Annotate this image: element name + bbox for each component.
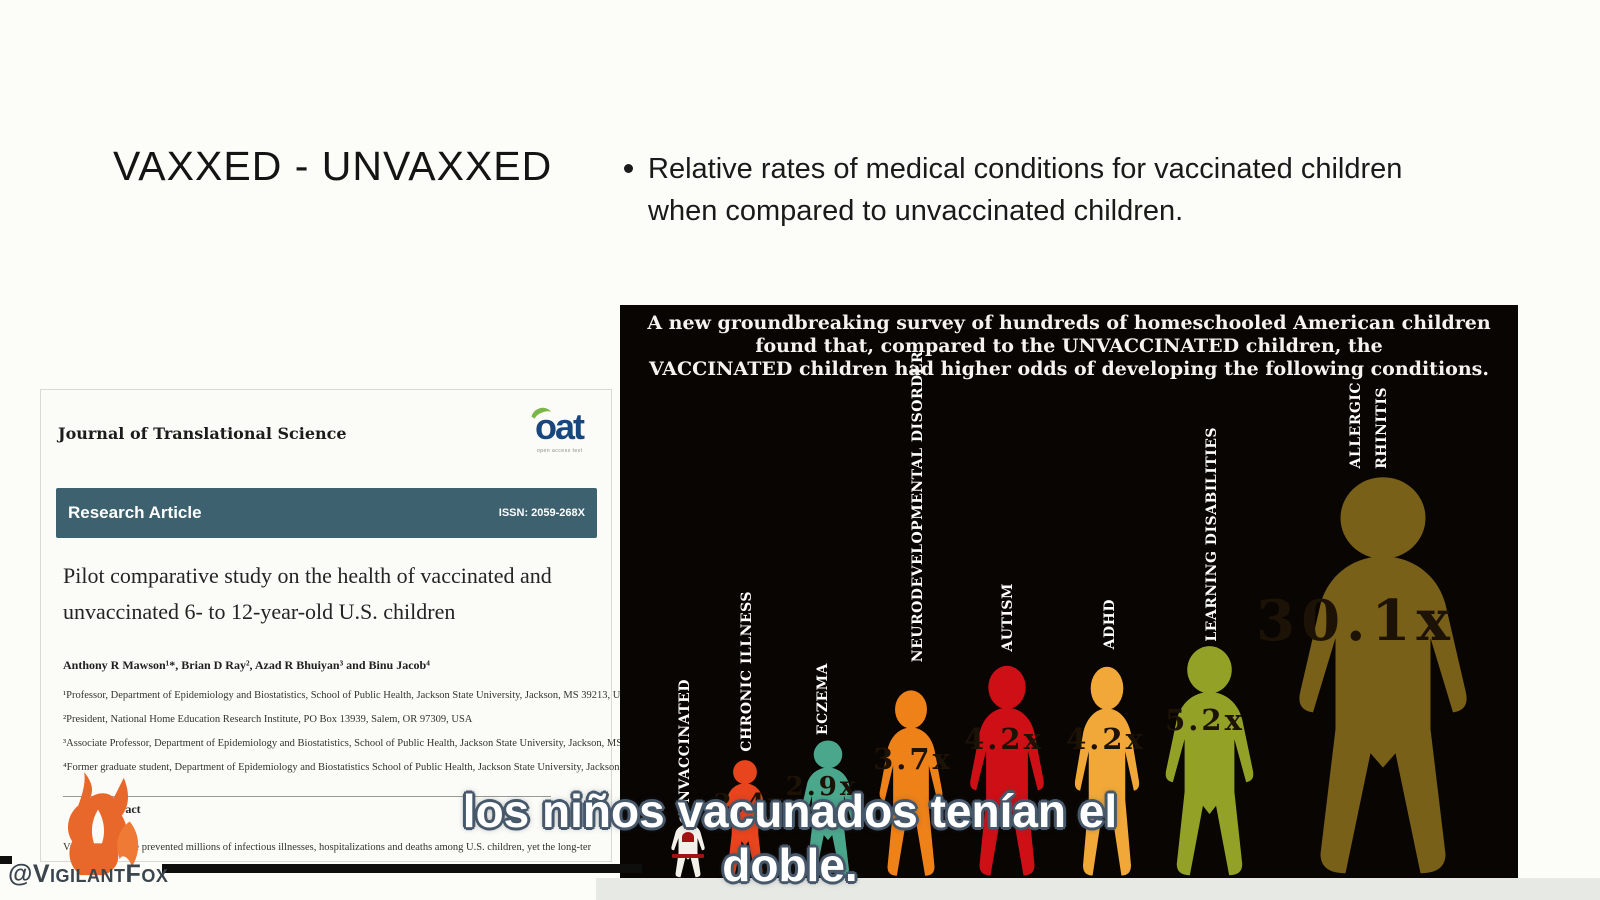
value-neurodevelopmental-disorder: 3.7x (873, 742, 953, 776)
affiliation-line: ¹Professor, Department of Epidemiology a… (63, 690, 634, 701)
unvaccinated-chest-mark (672, 854, 704, 858)
vaxxed-unvaxxed-infographic: A new groundbreaking survey of hundreds … (620, 305, 1518, 878)
banner-issn: ISSN: 2059-268X (498, 507, 585, 519)
value-allergic-rhinitis: 30.1x (1256, 588, 1456, 654)
unvaccinated-head-mark (682, 832, 694, 842)
value-adhd: 4.2x (1066, 722, 1146, 756)
affiliation-line: ⁴Former graduate student, Department of … (63, 762, 696, 773)
edge-dash (0, 856, 12, 864)
watermark-handle: @VigilantFox (8, 860, 169, 888)
divider-bar (162, 864, 642, 873)
section-divider (63, 796, 551, 797)
label-allergic: ALLERGIC (1348, 382, 1364, 469)
affiliation-line: ²President, National Home Education Rese… (63, 714, 473, 725)
bullet-block: Relative rates of medical conditions for… (620, 148, 1410, 232)
label-autism: AUTISM (1000, 583, 1016, 652)
label-eczema: ECZEMA (815, 662, 831, 735)
bullet-dot-icon (624, 164, 633, 173)
journal-name: Journal of Translational Science (58, 424, 347, 443)
value-learning-disabilities: 5.2x (1165, 703, 1245, 737)
letterbox-strip (596, 878, 1600, 900)
bullet-text: Relative rates of medical conditions for… (648, 153, 1403, 227)
article-title: Pilot comparative study on the health of… (63, 563, 552, 624)
figure-allergic-rhinitis (1258, 470, 1508, 878)
research-article-banner: Research Article ISSN: 2059-268X (56, 488, 597, 538)
infographic-heading-line: found that, compared to the UNVACCINATED… (755, 335, 1383, 357)
oat-logo-text: oat (535, 406, 585, 447)
affiliation-line: ³Associate Professor, Department of Epid… (63, 738, 678, 749)
article-affiliations: ¹Professor, Department of Epidemiology a… (63, 684, 696, 780)
banner-label: Research Article (68, 503, 202, 522)
value-chronic-illness: 2.4x (713, 789, 787, 819)
oat-logo-subtext: open access text (537, 448, 583, 454)
infographic-heading: A new groundbreaking survey of hundreds … (620, 312, 1518, 381)
value-autism: 4.2x (964, 722, 1044, 756)
abstract-first-line: Vaccinations have prevented millions of … (63, 842, 591, 853)
page-title: VAXXED - UNVAXXED (113, 143, 553, 189)
label-adhd: ADHD (1102, 598, 1118, 649)
vigilantfox-logo-icon (67, 771, 139, 876)
subtitle-caption: los niños vacunados tenían el doble. (462, 785, 1118, 891)
label-chronic-illness: CHRONIC ILLNESS (739, 591, 755, 752)
article-authors: Anthony R Mawson¹*, Brian D Ray², Azad R… (63, 658, 430, 672)
oat-publisher-logo: oat open access text (527, 398, 589, 458)
value-eczema: 2.9x (785, 772, 859, 802)
journal-article-snapshot: Journal of Translational Science oat ope… (40, 389, 696, 862)
infographic-heading-line: A new groundbreaking survey of hundreds … (647, 312, 1491, 334)
infographic-heading-line: VACCINATED children had higher odds of d… (649, 358, 1489, 380)
label-neurodevelopmental-disorder: NEURODEVELOPMENTAL DISORDER (910, 350, 926, 662)
label-rhinitis: RHINITIS (1374, 387, 1390, 469)
